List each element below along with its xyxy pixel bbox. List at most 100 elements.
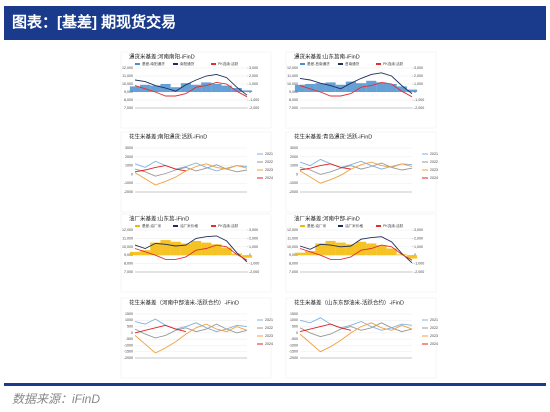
y-tick-label: -2000 [289, 190, 298, 194]
y-tick-label: 3000 [125, 146, 133, 150]
series-line [134, 73, 248, 96]
basis-bar [366, 243, 377, 256]
basis-bar [191, 240, 202, 256]
basis-bar [356, 241, 367, 256]
y-tick-label: 12,000 [287, 66, 298, 70]
y-tick-label: 7,000 [124, 270, 133, 274]
basis-bar [211, 244, 222, 256]
y-tick-label: 0 [296, 331, 298, 335]
chart-title: 通货米基差:河南南阳-iFinD [129, 52, 195, 60]
legend-label: 2023 [265, 168, 273, 172]
y-tick-label: 3000 [290, 146, 298, 150]
y2-tick-label: -2,000 [249, 270, 259, 274]
basis-bar [396, 86, 407, 92]
y2-tick-label: -1,000 [249, 262, 259, 266]
legend-label: 2023 [430, 334, 438, 338]
y2-tick-label: 2,000 [414, 74, 423, 78]
y2-tick-label: 0 [249, 253, 251, 257]
basis-bar [211, 84, 222, 92]
basis-bar [406, 255, 418, 259]
legend-swatch [300, 63, 305, 65]
series-line [299, 161, 413, 184]
y2-tick-label: 1,000 [414, 82, 423, 86]
legend-label: 莒南通货 [345, 61, 360, 66]
legend-label: 2021 [430, 318, 438, 322]
y-tick-label: 8,000 [289, 98, 298, 102]
series-line [134, 235, 248, 263]
y-tick-label: 12,000 [287, 228, 298, 232]
y2-tick-label: 0 [414, 253, 416, 257]
y-tick-label: 10,000 [122, 82, 133, 86]
y-tick-label: -500 [291, 337, 298, 341]
legend-label: 2024 [430, 176, 438, 180]
series-line [299, 323, 352, 333]
series-line [299, 163, 351, 171]
y-tick-label: 7,000 [124, 106, 133, 110]
y2-tick-label: -2,000 [414, 270, 424, 274]
legend-label: 2023 [265, 334, 273, 338]
legend-label: PK连续:活跃 [383, 223, 404, 228]
basis-bar [221, 85, 232, 92]
legend-swatch [135, 225, 140, 227]
basis-bar [325, 240, 336, 256]
y-tick-label: -2000 [124, 356, 133, 360]
y-tick-label: 9,000 [124, 90, 133, 94]
basis-bar [201, 82, 212, 92]
y-tick-label: 1000 [125, 164, 133, 168]
basis-bar [366, 80, 377, 92]
y-tick-label: 1500 [290, 312, 298, 316]
plot-frame [120, 297, 272, 379]
y-tick-label: 0 [296, 172, 298, 176]
y-tick-label: 11,000 [287, 236, 298, 240]
y-tick-label: 0 [131, 172, 133, 176]
header-bar [4, 6, 546, 40]
series-line [299, 322, 413, 338]
series-line [299, 72, 413, 94]
legend-label: PK连续:活跃 [218, 223, 239, 228]
y-tick-label: 10,000 [287, 245, 298, 249]
basis-bar [386, 248, 397, 256]
legend-label: 基差-莒南通货 [307, 61, 330, 66]
legend-swatch [300, 225, 305, 227]
chart-title: 花生米基差（河南中部油米-活跃合约）-iFinD [129, 298, 239, 306]
legend-label: 基差-油厂米 [307, 223, 327, 228]
legend-label: 2022 [265, 326, 273, 330]
basis-bar [406, 89, 418, 92]
y-tick-label: 2000 [290, 155, 298, 159]
basis-bar [294, 252, 306, 256]
plot-frame [120, 131, 272, 213]
footer-rule [4, 383, 546, 386]
series-line [299, 322, 413, 353]
series-line [134, 244, 248, 261]
series-line [299, 236, 413, 264]
legend-swatch [135, 63, 140, 65]
series-line [134, 165, 186, 173]
basis-bar [150, 242, 161, 256]
series-line [299, 81, 413, 98]
basis-bar [129, 251, 141, 256]
basis-bar [221, 247, 232, 256]
legend-label: 2024 [430, 342, 438, 346]
y-tick-label: 9,000 [289, 90, 298, 94]
legend-label: 2022 [430, 326, 438, 330]
chart-title: 花生米基差:青岛通货:活跃-iFinD [294, 132, 372, 140]
basis-bar [191, 84, 202, 92]
chart-title: 通货米基差:山东莒南-iFinD [294, 52, 360, 60]
y2-tick-label: 1,000 [414, 245, 423, 249]
plot-frame [285, 297, 437, 379]
y-tick-label: 1000 [125, 318, 133, 322]
y-tick-label: 8,000 [124, 262, 133, 266]
y-tick-label: 1500 [125, 312, 133, 316]
y-tick-label: 8,000 [124, 98, 133, 102]
y-tick-label: 500 [127, 325, 133, 329]
legend-label: 2024 [265, 176, 273, 180]
legend-label: 2022 [430, 160, 438, 164]
legend-label: 南阳通货 [180, 61, 195, 66]
legend-swatch [173, 225, 178, 227]
legend-swatch [376, 63, 381, 65]
legend-label: 2021 [265, 152, 273, 156]
legend-swatch [376, 225, 381, 227]
legend-label: 2023 [430, 168, 438, 172]
series-line [299, 244, 413, 261]
